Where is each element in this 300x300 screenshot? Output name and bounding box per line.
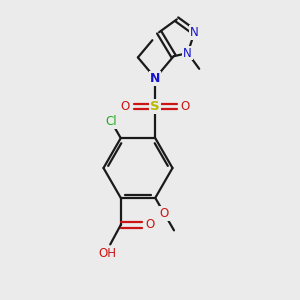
Text: N: N [150,72,160,85]
Text: O: O [181,100,190,113]
Text: N: N [183,46,192,59]
Text: OH: OH [98,248,116,260]
Text: O: O [146,218,155,231]
Text: Cl: Cl [105,115,117,128]
Text: S: S [150,100,160,113]
Text: O: O [160,207,169,220]
Text: N: N [190,26,199,39]
Text: O: O [121,100,130,113]
